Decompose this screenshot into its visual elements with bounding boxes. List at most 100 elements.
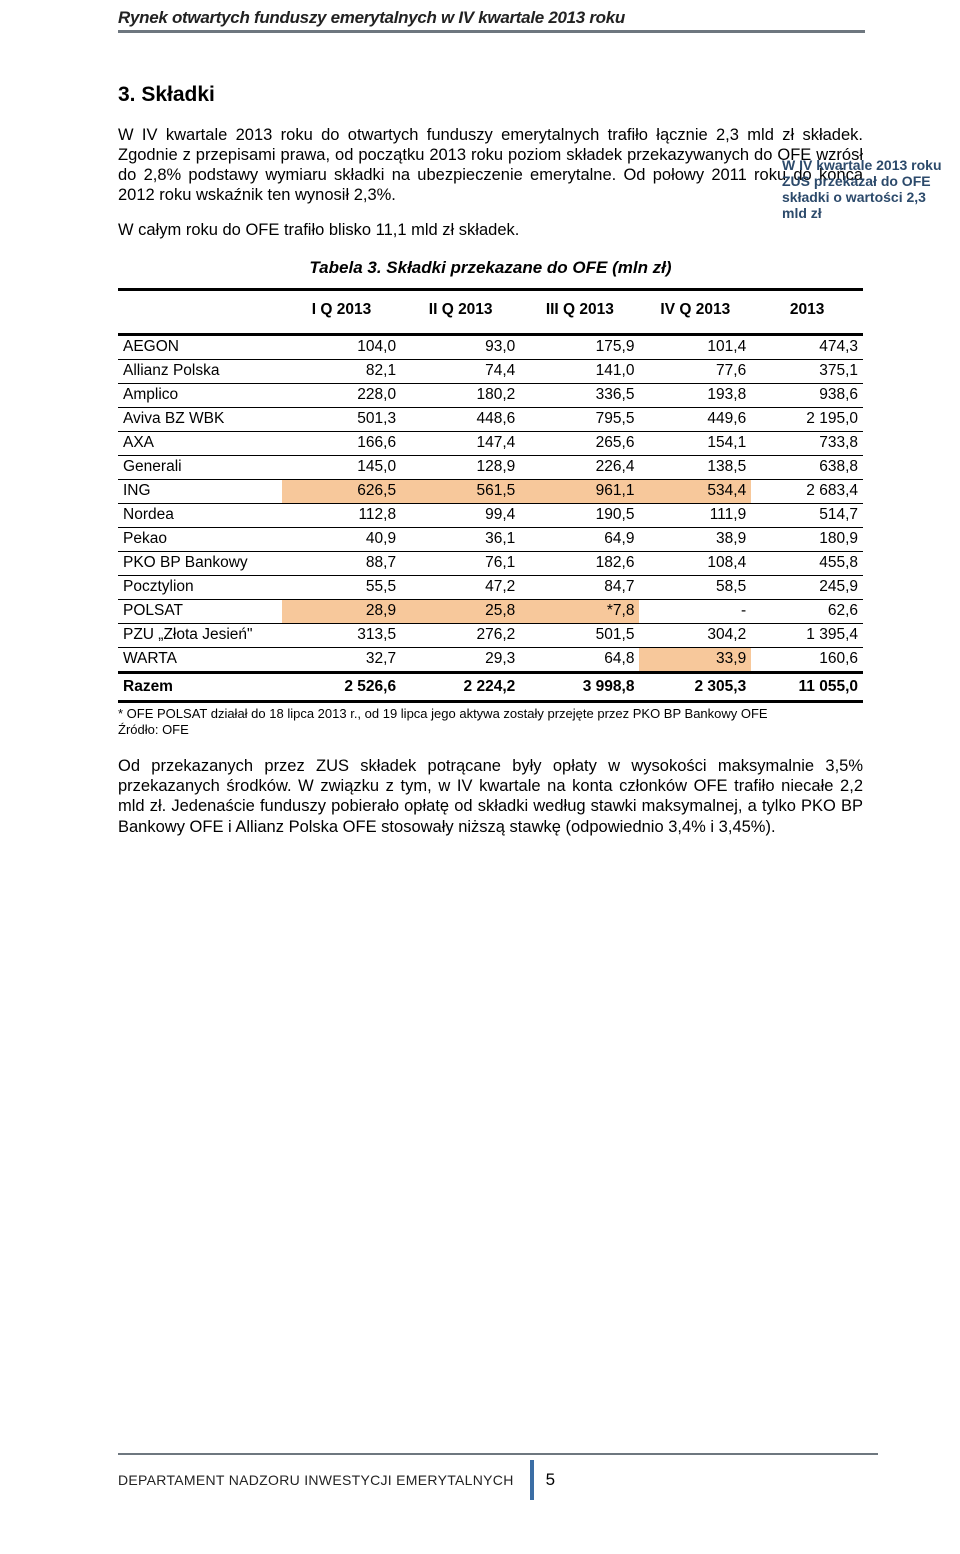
table-row: PZU „Złota Jesień"313,5276,2501,5304,21 … xyxy=(118,623,863,647)
table-cell: 2 683,4 xyxy=(751,479,863,503)
table-cell: 154,1 xyxy=(639,431,751,455)
table-cell: 265,6 xyxy=(520,431,639,455)
paragraph-3: Od przekazanych przez ZUS składek potrąc… xyxy=(118,756,863,837)
table-cell: 180,2 xyxy=(401,383,520,407)
totals-cell: 2 305,3 xyxy=(639,672,751,701)
table-cell: 36,1 xyxy=(401,527,520,551)
table-cell: 64,8 xyxy=(520,647,639,672)
margin-note: W IV kwartale 2013 roku ZUS przekazał do… xyxy=(782,157,942,221)
row-label: Nordea xyxy=(118,503,282,527)
table-cell: 245,9 xyxy=(751,575,863,599)
page-footer: DEPARTAMENT NADZORU INWESTYCJI EMERYTALN… xyxy=(118,1453,878,1500)
table-cell: 938,6 xyxy=(751,383,863,407)
row-label: AEGON xyxy=(118,334,282,359)
table-cell: 455,8 xyxy=(751,551,863,575)
table-cell: 190,5 xyxy=(520,503,639,527)
table-cell: 84,7 xyxy=(520,575,639,599)
footer-separator xyxy=(530,1460,534,1500)
table-cell: 64,9 xyxy=(520,527,639,551)
table-cell: 88,7 xyxy=(282,551,401,575)
row-label: PKO BP Bankowy xyxy=(118,551,282,575)
table-col-header: II Q 2013 xyxy=(401,289,520,334)
table-cell: 733,8 xyxy=(751,431,863,455)
row-label: Generali xyxy=(118,455,282,479)
table-caption: Tabela 3. Składki przekazane do OFE (mln… xyxy=(118,258,863,278)
table-cell: 449,6 xyxy=(639,407,751,431)
table-cell: 141,0 xyxy=(520,359,639,383)
table-col-header xyxy=(118,289,282,334)
table-cell: 38,9 xyxy=(639,527,751,551)
table-col-header: III Q 2013 xyxy=(520,289,639,334)
table-cell: 112,8 xyxy=(282,503,401,527)
table-cell: 501,3 xyxy=(282,407,401,431)
row-label: Pocztylion xyxy=(118,575,282,599)
table-cell: 2 195,0 xyxy=(751,407,863,431)
table-totals: Razem2 526,62 224,23 998,82 305,311 055,… xyxy=(118,672,863,701)
section-heading: 3. Składki xyxy=(118,83,863,107)
table-row: AXA166,6147,4265,6154,1733,8 xyxy=(118,431,863,455)
table-cell: 47,2 xyxy=(401,575,520,599)
table-row: ING626,5561,5961,1534,42 683,4 xyxy=(118,479,863,503)
table-cell: 226,4 xyxy=(520,455,639,479)
table-cell: 62,6 xyxy=(751,599,863,623)
row-label: Amplico xyxy=(118,383,282,407)
table-row: Pocztylion55,547,284,758,5245,9 xyxy=(118,575,863,599)
table-head: I Q 2013II Q 2013III Q 2013IV Q 20132013 xyxy=(118,289,863,334)
paragraph-1: W IV kwartale 2013 roku do otwartych fun… xyxy=(118,125,863,206)
table-col-header: IV Q 2013 xyxy=(639,289,751,334)
footnote-source: Źródło: OFE xyxy=(118,722,189,737)
table-col-header: I Q 2013 xyxy=(282,289,401,334)
totals-cell: 11 055,0 xyxy=(751,672,863,701)
table-row: WARTA32,729,364,833,9160,6 xyxy=(118,647,863,672)
row-label: WARTA xyxy=(118,647,282,672)
row-label: ING xyxy=(118,479,282,503)
table-row: Nordea112,899,4190,5111,9514,7 xyxy=(118,503,863,527)
totals-cell: 3 998,8 xyxy=(520,672,639,701)
table-cell: 99,4 xyxy=(401,503,520,527)
table-col-header: 2013 xyxy=(751,289,863,334)
table-row: POLSAT28,925,8*7,8-62,6 xyxy=(118,599,863,623)
table-cell: 82,1 xyxy=(282,359,401,383)
data-table: I Q 2013II Q 2013III Q 2013IV Q 20132013… xyxy=(118,288,863,703)
table-cell: 76,1 xyxy=(401,551,520,575)
table-row: Pekao40,936,164,938,9180,9 xyxy=(118,527,863,551)
table-cell: 304,2 xyxy=(639,623,751,647)
table-cell: 74,4 xyxy=(401,359,520,383)
row-label: POLSAT xyxy=(118,599,282,623)
table-cell: 175,9 xyxy=(520,334,639,359)
table-row: Amplico228,0180,2336,5193,8938,6 xyxy=(118,383,863,407)
row-label: AXA xyxy=(118,431,282,455)
table-cell: 638,8 xyxy=(751,455,863,479)
footer-dept: DEPARTAMENT NADZORU INWESTYCJI EMERYTALN… xyxy=(118,1472,514,1488)
table-cell: 228,0 xyxy=(282,383,401,407)
table-cell: 28,9 xyxy=(282,599,401,623)
table-cell: 108,4 xyxy=(639,551,751,575)
footer-rule xyxy=(118,1453,878,1455)
table-cell: 32,7 xyxy=(282,647,401,672)
table-cell: 77,6 xyxy=(639,359,751,383)
row-label: Pekao xyxy=(118,527,282,551)
table-cell: 474,3 xyxy=(751,334,863,359)
table-cell: 101,4 xyxy=(639,334,751,359)
totals-cell: 2 526,6 xyxy=(282,672,401,701)
page-number: 5 xyxy=(546,1470,556,1490)
table-cell: 501,5 xyxy=(520,623,639,647)
table-cell: 561,5 xyxy=(401,479,520,503)
table-row: Allianz Polska82,174,4141,077,6375,1 xyxy=(118,359,863,383)
table-cell: 111,9 xyxy=(639,503,751,527)
table-cell: 33,9 xyxy=(639,647,751,672)
table-cell: 138,5 xyxy=(639,455,751,479)
table-cell: 93,0 xyxy=(401,334,520,359)
table-cell: 145,0 xyxy=(282,455,401,479)
table-cell: 128,9 xyxy=(401,455,520,479)
table-cell: 58,5 xyxy=(639,575,751,599)
table-cell: 448,6 xyxy=(401,407,520,431)
row-label: Allianz Polska xyxy=(118,359,282,383)
table-cell: 160,6 xyxy=(751,647,863,672)
row-label: PZU „Złota Jesień" xyxy=(118,623,282,647)
table-cell: 514,7 xyxy=(751,503,863,527)
table-cell: *7,8 xyxy=(520,599,639,623)
table-cell: 961,1 xyxy=(520,479,639,503)
running-header: Rynek otwartych funduszy emerytalnych w … xyxy=(118,8,865,33)
table-cell: 795,5 xyxy=(520,407,639,431)
